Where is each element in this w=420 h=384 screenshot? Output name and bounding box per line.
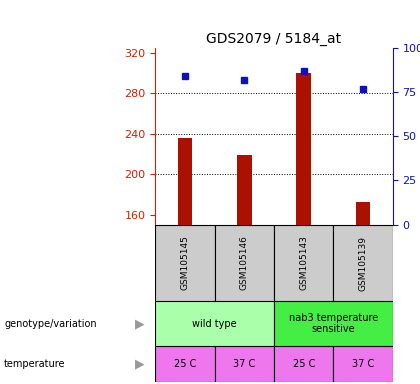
- Text: 37 C: 37 C: [233, 359, 255, 369]
- Text: GSM105145: GSM105145: [181, 236, 189, 290]
- Text: GSM105143: GSM105143: [299, 236, 308, 290]
- Bar: [155, 301, 274, 346]
- Text: genotype/variation: genotype/variation: [4, 318, 97, 329]
- Text: 25 C: 25 C: [174, 359, 196, 369]
- Text: temperature: temperature: [4, 359, 66, 369]
- Text: 37 C: 37 C: [352, 359, 374, 369]
- Bar: [333, 346, 393, 382]
- Bar: [155, 346, 215, 382]
- Bar: [237, 155, 252, 225]
- Bar: [274, 301, 393, 346]
- Bar: [215, 225, 274, 301]
- Text: ▶: ▶: [135, 317, 145, 330]
- Text: ▶: ▶: [135, 358, 145, 370]
- Bar: [178, 138, 192, 225]
- Bar: [274, 346, 333, 382]
- Bar: [296, 73, 311, 225]
- Text: nab3 temperature
sensitive: nab3 temperature sensitive: [289, 313, 378, 334]
- Bar: [215, 346, 274, 382]
- Text: GSM105139: GSM105139: [359, 235, 368, 291]
- Text: 25 C: 25 C: [292, 359, 315, 369]
- Bar: [274, 225, 333, 301]
- Bar: [333, 225, 393, 301]
- Title: GDS2079 / 5184_at: GDS2079 / 5184_at: [207, 31, 341, 46]
- Bar: [356, 202, 370, 225]
- Text: GSM105146: GSM105146: [240, 236, 249, 290]
- Bar: [155, 225, 215, 301]
- Text: wild type: wild type: [192, 318, 237, 329]
